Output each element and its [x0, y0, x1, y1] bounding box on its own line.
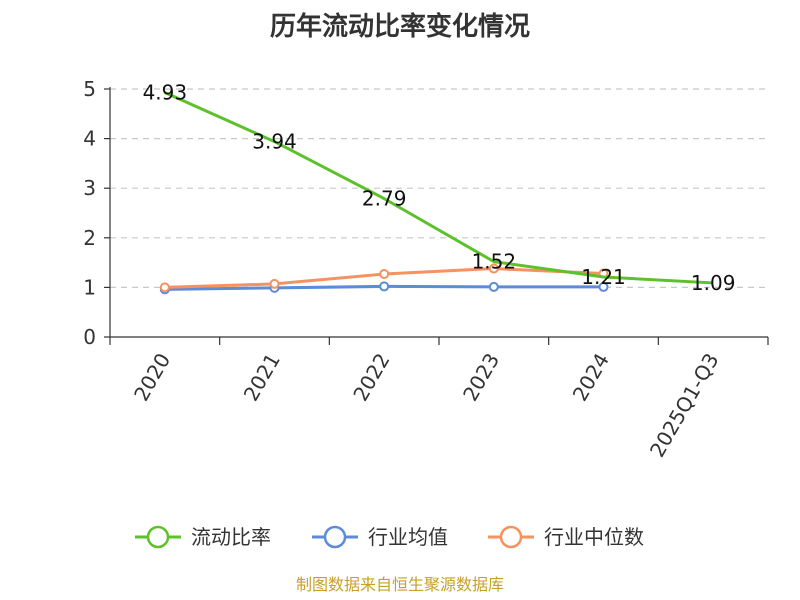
series-layer	[159, 91, 714, 295]
y-tick-label: 3	[83, 176, 96, 200]
x-tick-label: 2025Q1-Q3	[645, 349, 724, 461]
data-point	[379, 269, 390, 280]
legend-label: 行业中位数	[544, 525, 644, 549]
axes	[109, 87, 768, 338]
y-ticks: 0 1 2 3 4 5	[83, 77, 110, 349]
legend-item[interactable]: 行业中位数	[488, 525, 644, 549]
data-point	[269, 278, 280, 289]
legend[interactable]: 流动比率 行业均值 行业中位数	[135, 525, 644, 549]
data-label: 3.94	[252, 130, 297, 154]
chart-title: 历年流动比率变化情况	[270, 11, 530, 42]
data-point	[598, 281, 609, 292]
legend-swatch-marker	[499, 525, 523, 549]
x-tick-label: 2022	[348, 349, 394, 405]
data-point	[488, 281, 499, 292]
grid	[110, 88, 768, 288]
y-tick-label: 0	[83, 325, 96, 349]
x-tick-label: 2020	[129, 349, 175, 405]
y-tick-label: 2	[83, 226, 96, 250]
data-point	[488, 263, 499, 274]
x-tick-label: 2024	[568, 349, 614, 405]
legend-label: 流动比率	[191, 525, 271, 549]
series-line	[164, 91, 714, 285]
data-point	[379, 281, 390, 292]
data-label: 1.52	[472, 250, 517, 274]
data-label: 4.93	[143, 80, 188, 104]
x-tick-label: 2023	[458, 349, 504, 405]
x-tick-label: 2021	[239, 349, 285, 405]
source-note: 制图数据来自恒生聚源数据库	[296, 575, 504, 594]
data-point	[159, 282, 170, 293]
legend-swatch-marker	[146, 525, 170, 549]
y-tick-label: 1	[83, 275, 96, 299]
x-ticks: 2020 2021 2022 2023 2024 2025Q1-Q3	[109, 337, 769, 461]
data-label: 2.79	[362, 187, 407, 211]
y-tick-label: 5	[83, 77, 96, 101]
legend-label: 行业均值	[368, 525, 448, 549]
y-tick-label: 4	[83, 127, 96, 151]
data-label: 1.21	[581, 265, 626, 289]
legend-item[interactable]: 流动比率	[135, 525, 271, 549]
data-labels: 4.93 3.94 2.79 1.52 1.21 1.09	[143, 80, 736, 294]
data-label: 1.09	[691, 271, 736, 295]
legend-swatch-marker	[323, 525, 347, 549]
legend-item[interactable]: 行业均值	[312, 525, 448, 549]
